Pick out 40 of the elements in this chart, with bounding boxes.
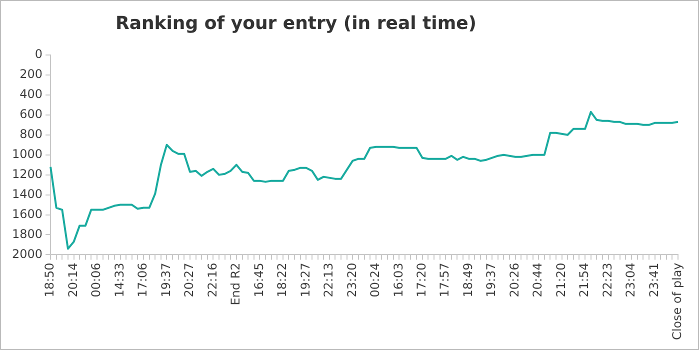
y-tick-label: 1000 [12, 146, 43, 161]
x-tick-label: 00:06 [89, 262, 104, 298]
x-tick-label: 19:37 [484, 262, 498, 298]
x-tick-label: 20:14 [66, 262, 80, 298]
x-tick-label: 23:41 [646, 262, 661, 298]
y-tick-label: 0 [34, 47, 43, 62]
x-tick-label: Close of play [670, 262, 684, 340]
x-tick-label: 17:20 [414, 262, 428, 298]
chart-title: Ranking of your entry (in real time) [114, 13, 478, 34]
y-tick-label: 2000 [12, 246, 43, 261]
y-tick-label: 200 [20, 67, 43, 82]
x-tick-label: 21:20 [554, 262, 568, 298]
x-tick-label: 00:24 [368, 262, 382, 298]
y-tick-label: 1200 [12, 166, 43, 181]
x-tick-label: 20:26 [507, 262, 522, 298]
x-tick-label: 19:37 [158, 262, 173, 298]
x-tick-label: 14:33 [112, 262, 126, 298]
x-tick-label: 22:23 [600, 262, 614, 298]
x-tick-label: 20:27 [182, 262, 196, 298]
y-tick-label: 800 [20, 127, 43, 142]
x-tick-label: 23:04 [624, 262, 638, 298]
y-tick-label: 600 [20, 107, 43, 122]
x-tick-label: 19:27 [298, 262, 312, 298]
y-tick-label: 1800 [12, 226, 43, 241]
x-tick-label: 20:44 [530, 262, 545, 298]
x-tick-label: 23:20 [344, 262, 359, 298]
x-tick-label: 18:50 [42, 262, 57, 298]
x-tick-label: 16:03 [391, 262, 406, 298]
x-tick-label: End R2 [228, 262, 243, 306]
x-tick-label: 18:22 [275, 262, 290, 298]
x-tick-label: 16:45 [252, 262, 266, 298]
y-tick-label: 1600 [12, 206, 43, 221]
y-tick-label: 1400 [12, 186, 43, 201]
x-tick-label: 18:49 [460, 262, 475, 298]
y-tick-label: 400 [20, 87, 43, 102]
x-tick-label: 17:57 [438, 262, 452, 298]
x-tick-label: 22:13 [322, 262, 336, 298]
x-tick-label: 22:16 [205, 262, 220, 298]
x-tick-label: 21:54 [577, 262, 592, 298]
x-tick-label: 17:06 [136, 262, 150, 298]
